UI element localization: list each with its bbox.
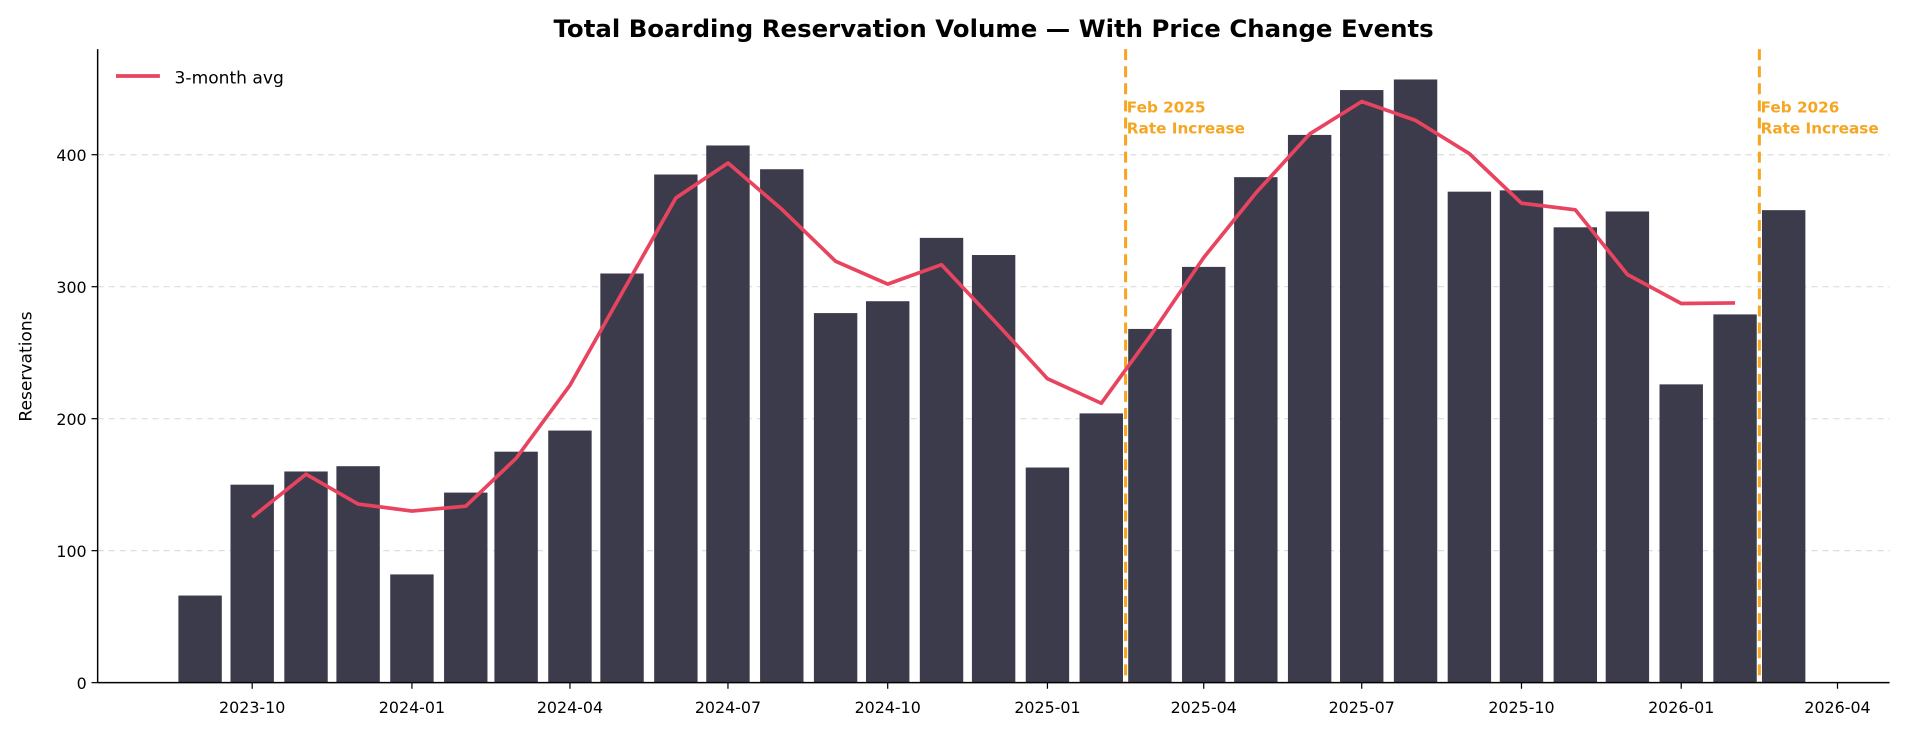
bar [1128, 328, 1172, 683]
bar [1659, 384, 1703, 683]
event-lines: Feb 2025 Rate Increase Feb 2026 Rate Increa… [1124, 49, 1879, 683]
x-tick-label: 2024-07 [695, 698, 761, 717]
axes: 0 100 200 300 400 2023-10 2024-01 2024-04 2024-0… [56, 49, 1890, 717]
x-tick-label: 2023-10 [219, 698, 285, 717]
y-tick-label: 300 [56, 278, 86, 297]
chart-title: Total Boarding Reservation Volume — With… [554, 14, 1434, 43]
avg-line-group [251, 99, 1736, 519]
x-tick-label: 2025-01 [1014, 698, 1080, 717]
bar [1553, 227, 1598, 683]
x-tick-label: 2025-10 [1488, 698, 1554, 717]
bar [444, 492, 488, 683]
x-tick-label: 2024-04 [537, 698, 603, 717]
bar [1761, 210, 1806, 683]
bar [178, 595, 222, 683]
bar [1605, 211, 1650, 683]
bar [494, 451, 538, 683]
legend-label: 3-month avg [175, 68, 284, 88]
bar [865, 301, 910, 683]
bar [813, 313, 858, 683]
bar [760, 169, 804, 683]
bar [390, 574, 434, 683]
bars [178, 79, 1806, 683]
event-label: Rate Increase [1761, 119, 1879, 137]
bar [1393, 79, 1438, 683]
bar [1340, 90, 1384, 683]
x-tick-label: 2025-07 [1329, 698, 1395, 717]
event-label: Rate Increase [1127, 119, 1245, 137]
x-tick-label: 2024-01 [379, 698, 445, 717]
bar [919, 237, 964, 683]
y-tick-label: 0 [77, 674, 87, 693]
x-tick-label: 2026-01 [1648, 698, 1714, 717]
bar [1079, 413, 1123, 683]
x-tick-label: 2024-10 [855, 698, 921, 717]
bar [230, 484, 274, 683]
bar [600, 273, 644, 683]
y-tick-label: 400 [56, 146, 86, 165]
bar [971, 255, 1016, 683]
bar [548, 430, 592, 683]
bar [654, 174, 698, 683]
event-label: Feb 2026 [1761, 99, 1840, 117]
y-tick-label: 200 [56, 410, 86, 429]
event-label: Feb 2025 [1127, 99, 1206, 117]
x-tick-label: 2026-04 [1804, 698, 1870, 717]
bar [1182, 266, 1226, 683]
y-axis-label: Reservations [17, 311, 37, 421]
bar [336, 466, 380, 683]
bar [1499, 190, 1544, 683]
bar [1287, 134, 1332, 683]
legend: 3-month avg [115, 68, 284, 88]
bar [1447, 191, 1492, 683]
bar [284, 471, 328, 683]
bar [1234, 177, 1278, 683]
bar [1025, 467, 1070, 683]
bar [706, 145, 750, 683]
bar [1713, 314, 1757, 683]
y-tick-label: 100 [56, 542, 86, 561]
x-tick-label: 2025-04 [1171, 698, 1237, 717]
